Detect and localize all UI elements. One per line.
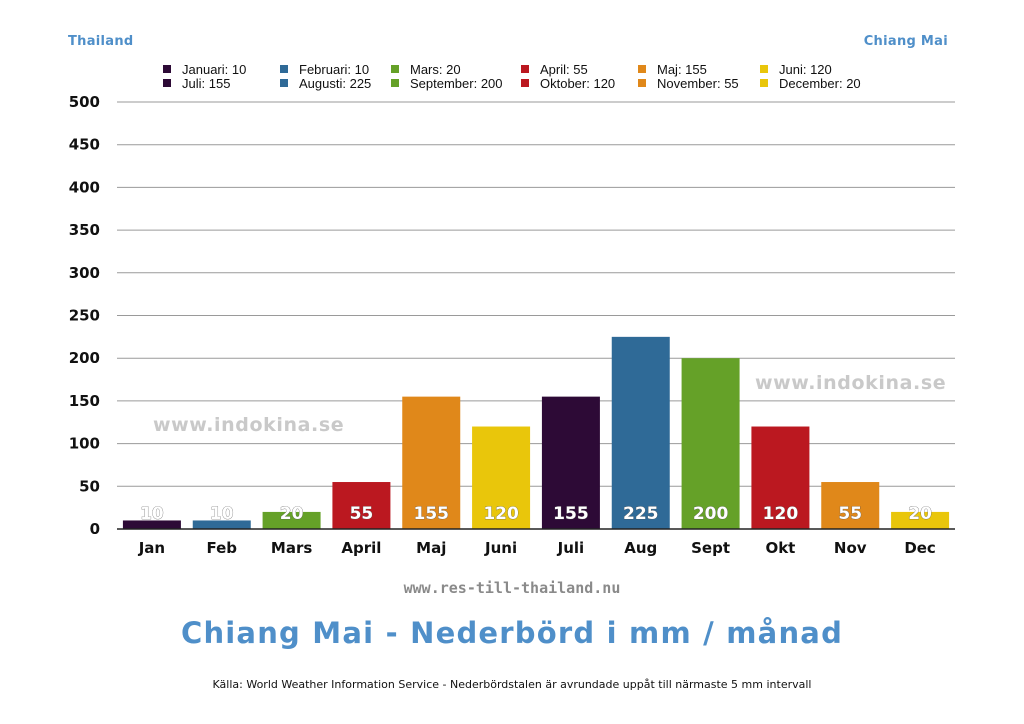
bar xyxy=(122,520,181,529)
data-label: 155 xyxy=(553,504,589,524)
bar xyxy=(262,511,321,529)
legend-label: Juli: 155 xyxy=(182,75,231,91)
data-label: 120 xyxy=(763,504,799,524)
y-tick-label: 0 xyxy=(90,520,100,538)
page-title: Chiang Mai - Nederbörd i mm / månad xyxy=(180,616,844,650)
legend-swatch xyxy=(760,65,768,73)
data-label: 55 xyxy=(838,504,862,524)
x-tick-label: Okt xyxy=(765,539,795,557)
data-label: 10 xyxy=(210,504,234,524)
y-tick-label: 450 xyxy=(69,136,100,154)
legend-item: Februari: 10 xyxy=(280,61,391,77)
bar xyxy=(891,511,950,529)
legend-swatch xyxy=(521,79,529,87)
legend-swatch xyxy=(391,65,399,73)
y-tick-label: 300 xyxy=(69,264,100,282)
legend-item: September: 200 xyxy=(391,75,521,91)
legend-swatch xyxy=(280,79,288,87)
source-note: Källa: World Weather Information Service… xyxy=(212,678,812,691)
legend-item: December: 20 xyxy=(760,75,880,91)
y-tick-label: 400 xyxy=(69,178,100,196)
x-tick-label: Nov xyxy=(834,539,867,557)
legend-swatch xyxy=(163,79,171,87)
legend-swatch xyxy=(638,79,646,87)
y-tick-label: 200 xyxy=(69,349,100,367)
legend-label: November: 55 xyxy=(657,75,739,91)
x-tick-label: Aug xyxy=(624,539,657,557)
y-tick-label: 50 xyxy=(79,477,100,495)
legend-item: November: 55 xyxy=(638,75,760,91)
bar xyxy=(681,358,740,529)
legend-swatch xyxy=(391,79,399,87)
bar xyxy=(192,520,251,529)
legend-item: Juni: 120 xyxy=(760,61,880,77)
data-label: 120 xyxy=(483,504,519,524)
legend-label: September: 200 xyxy=(410,75,503,91)
legend-label: Juni: 120 xyxy=(779,61,832,77)
site-url: www.res-till-thailand.nu xyxy=(403,579,621,597)
legend-swatch xyxy=(638,65,646,73)
data-label: 20 xyxy=(280,504,304,524)
legend-label: Februari: 10 xyxy=(299,61,370,77)
x-tick-label: Dec xyxy=(904,539,936,557)
city-label: Chiang Mai xyxy=(863,34,948,49)
legend-swatch xyxy=(760,79,768,87)
y-tick-label: 100 xyxy=(69,435,100,453)
data-label: 155 xyxy=(414,504,450,524)
x-tick-label: Jan xyxy=(138,539,165,557)
bar xyxy=(751,426,810,529)
data-label: 10 xyxy=(140,504,164,524)
bar xyxy=(611,336,670,529)
y-tick-label: 350 xyxy=(69,221,100,239)
y-tick-label: 500 xyxy=(69,93,100,111)
x-tick-label: Juli xyxy=(557,539,585,557)
watermark-right: www.indokina.se xyxy=(755,372,947,394)
legend-label: Maj: 155 xyxy=(657,61,707,77)
x-tick-label: Mars xyxy=(271,539,312,557)
x-tick-label: April xyxy=(341,539,381,557)
y-tick-label: 150 xyxy=(69,392,100,410)
legend-swatch xyxy=(163,65,171,73)
data-label: 55 xyxy=(350,504,374,524)
legend-label: April: 55 xyxy=(540,61,588,77)
x-tick-label: Feb xyxy=(206,539,237,557)
legend-label: Oktober: 120 xyxy=(540,75,616,91)
legend-label: December: 20 xyxy=(779,75,861,91)
legend-item: April: 55 xyxy=(521,61,638,77)
legend-label: Mars: 20 xyxy=(410,61,461,77)
x-tick-label: Maj xyxy=(416,539,446,557)
bar xyxy=(332,482,391,529)
legend-item: Oktober: 120 xyxy=(521,75,638,91)
chart-legend: Januari: 10 Februari: 10 Mars: 20 April: 55… xyxy=(163,61,923,91)
bar xyxy=(472,426,531,529)
bar xyxy=(821,482,880,529)
legend-swatch xyxy=(521,65,529,73)
legend-item: Maj: 155 xyxy=(638,61,760,77)
bar xyxy=(402,396,461,529)
legend-label: Augusti: 225 xyxy=(299,75,372,91)
data-label: 20 xyxy=(908,504,932,524)
data-label: 225 xyxy=(623,504,659,524)
watermark-left: www.indokina.se xyxy=(153,414,345,436)
y-tick-label: 250 xyxy=(69,307,100,325)
legend-item: Mars: 20 xyxy=(391,61,521,77)
x-tick-label: Sept xyxy=(691,539,730,557)
legend-item: Augusti: 225 xyxy=(280,75,391,91)
legend-swatch xyxy=(280,65,288,73)
legend-item: Januari: 10 xyxy=(163,61,280,77)
legend-label: Januari: 10 xyxy=(182,61,247,77)
bar xyxy=(541,396,600,529)
x-tick-label: Juni xyxy=(484,539,517,557)
legend-item: Juli: 155 xyxy=(163,75,280,91)
country-label: Thailand xyxy=(68,34,134,49)
data-label: 200 xyxy=(693,504,729,524)
